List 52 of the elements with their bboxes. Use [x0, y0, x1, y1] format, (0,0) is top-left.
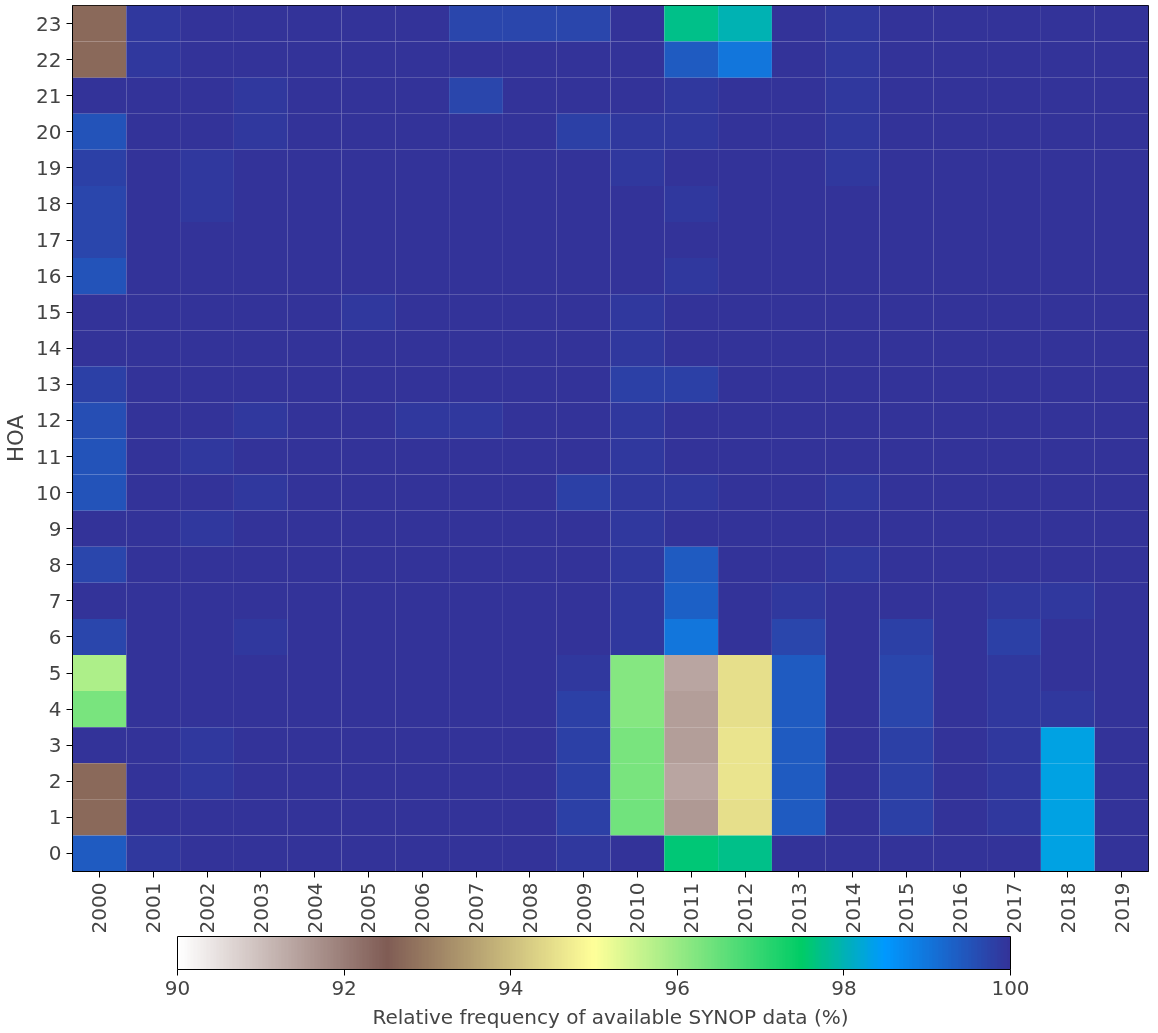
- y-tick-label: 22: [36, 47, 62, 72]
- y-tick-label: 5: [48, 661, 62, 686]
- y-tick-label: 21: [36, 83, 62, 108]
- y-tick-label: 15: [36, 300, 62, 325]
- y-tick-label: 6: [48, 624, 62, 649]
- x-tick-label: 2009: [571, 882, 596, 934]
- y-tick-label: 0: [48, 841, 62, 866]
- x-tick-label: 2019: [1109, 882, 1134, 934]
- x-tick-label: 2006: [410, 882, 435, 934]
- x-tick-label: 2014: [840, 882, 865, 934]
- x-tick-label: 2007: [464, 882, 488, 934]
- color-bar-label: 94: [497, 975, 524, 1000]
- y-tick-label: 1: [48, 805, 62, 830]
- y-tick-label: 11: [36, 444, 62, 469]
- x-tick-label: 2005: [356, 882, 381, 934]
- x-tick-label: 2015: [894, 882, 919, 934]
- x-tick-label: 2010: [625, 882, 650, 934]
- y-tick-label: 8: [48, 552, 62, 577]
- x-tick-label: 2008: [517, 882, 542, 934]
- x-tick-label: 2001: [141, 882, 166, 934]
- color-bar-label: 90: [164, 975, 191, 1000]
- color-bar-label: 96: [664, 975, 691, 1000]
- y-tick-label: 2: [48, 769, 62, 794]
- y-tick-label: 10: [36, 480, 62, 505]
- color-bar-label: 100: [991, 975, 1030, 1000]
- x-tick-label: 2011: [679, 882, 704, 934]
- y-tick-label: 19: [36, 155, 62, 180]
- x-tick-label: 2000: [87, 882, 112, 934]
- y-tick-label: 23: [36, 11, 62, 36]
- y-tick-label: 14: [36, 336, 62, 361]
- y-tick-label: 9: [48, 516, 62, 541]
- x-tick-label: 2003: [248, 882, 273, 934]
- y-tick-label: 4: [48, 697, 62, 722]
- y-tick-label: 12: [36, 408, 62, 433]
- x-tick-label: 2018: [1055, 882, 1080, 934]
- x-tick-label: 2012: [733, 882, 757, 934]
- y-tick-label: 17: [36, 228, 62, 253]
- y-tick-label: 16: [36, 264, 62, 289]
- x-tick-label: 2017: [1002, 882, 1026, 934]
- x-tick-label: 2002: [195, 882, 219, 934]
- color-bar-label: 92: [331, 975, 357, 1000]
- y-tick-label: 13: [36, 372, 62, 397]
- y-tick-label: 7: [48, 588, 62, 613]
- color-bar-title: Relative frequency of available SYNOP data (%): [372, 1004, 849, 1029]
- y-tick-label: 18: [36, 191, 62, 216]
- x-tick-label: 2004: [302, 882, 327, 934]
- y-tick-label: 20: [36, 119, 62, 144]
- x-tick-label: 2013: [786, 882, 811, 934]
- y-tick-label: 3: [48, 733, 62, 758]
- x-tick-label: 2016: [948, 882, 973, 934]
- y-axis-title: HOA: [3, 414, 29, 463]
- color-bar-label: 98: [831, 975, 857, 1000]
